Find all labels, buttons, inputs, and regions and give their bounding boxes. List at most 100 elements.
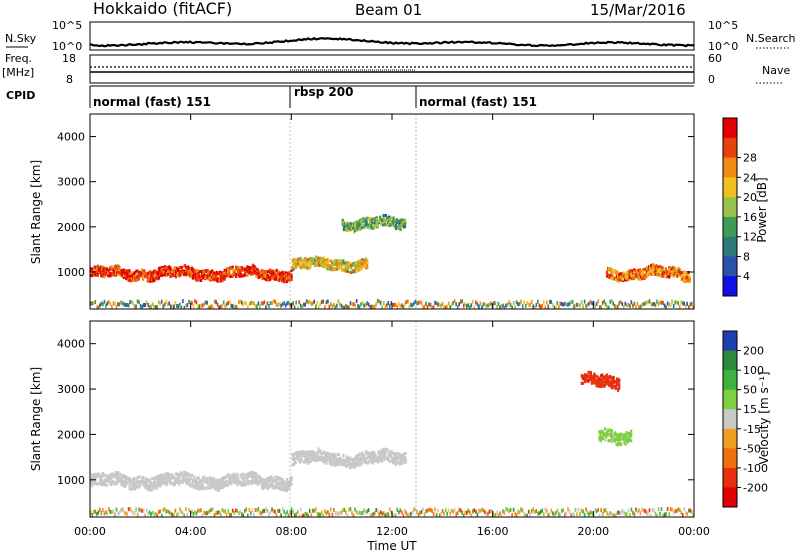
echo-mark — [160, 273, 163, 277]
echo-mark — [160, 478, 163, 482]
echo-mark — [145, 300, 148, 305]
echo-mark — [411, 510, 414, 515]
echo-mark — [215, 270, 218, 274]
echo-mark — [146, 477, 149, 481]
echo-mark — [456, 511, 459, 516]
echo-mark — [229, 479, 232, 483]
echo-mark — [618, 382, 621, 386]
echo-mark — [275, 512, 278, 517]
echo-mark — [614, 439, 617, 443]
echo-mark — [265, 305, 267, 309]
echo-mark — [210, 304, 213, 309]
echo-mark — [511, 305, 513, 309]
echo-mark — [309, 457, 312, 461]
echo-mark — [378, 299, 380, 304]
echo-mark — [667, 270, 670, 274]
echo-mark — [320, 257, 323, 260]
echo-mark — [136, 269, 139, 273]
echo-mark — [304, 451, 308, 455]
echo-mark — [426, 304, 429, 309]
echo-mark — [282, 279, 285, 283]
echo-mark — [614, 432, 617, 436]
echo-mark — [499, 305, 501, 309]
echo-mark — [286, 301, 288, 306]
echo-mark — [160, 481, 163, 485]
echo-mark — [328, 304, 331, 309]
echo-mark — [350, 266, 353, 269]
echo-mark — [580, 300, 583, 305]
echo-mark — [136, 476, 139, 480]
echo-mark — [282, 483, 285, 487]
echo-mark — [684, 272, 687, 276]
echo-mark — [369, 456, 372, 460]
echo-mark — [613, 433, 616, 436]
echo-mark — [615, 383, 619, 387]
echo-mark — [630, 274, 633, 278]
y-tick-label: 4000 — [57, 131, 85, 144]
freq-label: Freq. — [5, 52, 32, 65]
echo-mark — [660, 300, 663, 305]
echo-mark — [161, 478, 164, 482]
echo-mark — [609, 434, 612, 438]
echo-mark — [381, 448, 385, 452]
echo-mark — [645, 270, 648, 274]
echo-mark — [151, 279, 154, 283]
echo-mark — [109, 475, 112, 479]
echo-mark — [604, 302, 607, 307]
echo-mark — [213, 274, 216, 278]
echo-mark — [289, 273, 292, 277]
echo-mark — [625, 441, 628, 445]
echo-mark — [380, 457, 383, 460]
echo-mark — [182, 511, 184, 516]
echo-mark — [333, 268, 336, 272]
echo-mark — [256, 304, 258, 309]
echo-mark — [597, 507, 599, 512]
echo-mark — [213, 513, 216, 517]
echo-mark — [604, 427, 607, 431]
echo-mark — [190, 272, 193, 276]
echo-mark — [616, 270, 619, 274]
echo-mark — [143, 269, 146, 273]
echo-mark — [171, 268, 174, 272]
echo-mark — [333, 455, 336, 459]
echo-mark — [360, 222, 364, 226]
echo-mark — [135, 304, 137, 309]
echo-mark — [345, 510, 347, 515]
echo-mark — [351, 458, 354, 462]
echo-mark — [336, 461, 339, 465]
echo-mark — [496, 305, 498, 309]
echo-mark — [609, 382, 612, 386]
echo-mark — [450, 303, 453, 307]
echo-mark — [490, 301, 492, 306]
echo-mark — [632, 273, 635, 277]
echo-mark — [223, 268, 226, 272]
date-title: 15/Mar/2016 — [590, 1, 686, 19]
echo-mark — [151, 271, 154, 275]
echo-mark — [227, 271, 230, 275]
echo-mark — [599, 439, 602, 443]
echo-mark — [326, 265, 329, 269]
echo-mark — [245, 476, 248, 480]
echo-mark — [624, 275, 627, 279]
echo-mark — [518, 302, 521, 306]
echo-mark — [223, 277, 226, 281]
echo-mark — [361, 262, 364, 266]
colorbar-swatch — [723, 118, 737, 139]
echo-mark — [677, 301, 679, 306]
colorbar-tick-label: 15 — [743, 403, 757, 416]
echo-mark — [321, 458, 325, 462]
echo-mark — [122, 484, 125, 488]
echo-mark — [632, 510, 634, 515]
echo-mark — [122, 480, 125, 484]
echo-mark — [155, 482, 158, 486]
echo-mark — [381, 305, 383, 309]
echo-mark — [472, 299, 474, 304]
echo-mark — [617, 272, 620, 276]
x-tick-label: 00:00 — [678, 525, 710, 538]
echo-mark — [330, 302, 332, 306]
echo-mark — [322, 513, 325, 517]
echo-mark — [609, 376, 612, 379]
power-echoes — [90, 213, 694, 309]
echo-mark — [237, 476, 240, 480]
x-tick-label: 08:00 — [275, 525, 307, 538]
